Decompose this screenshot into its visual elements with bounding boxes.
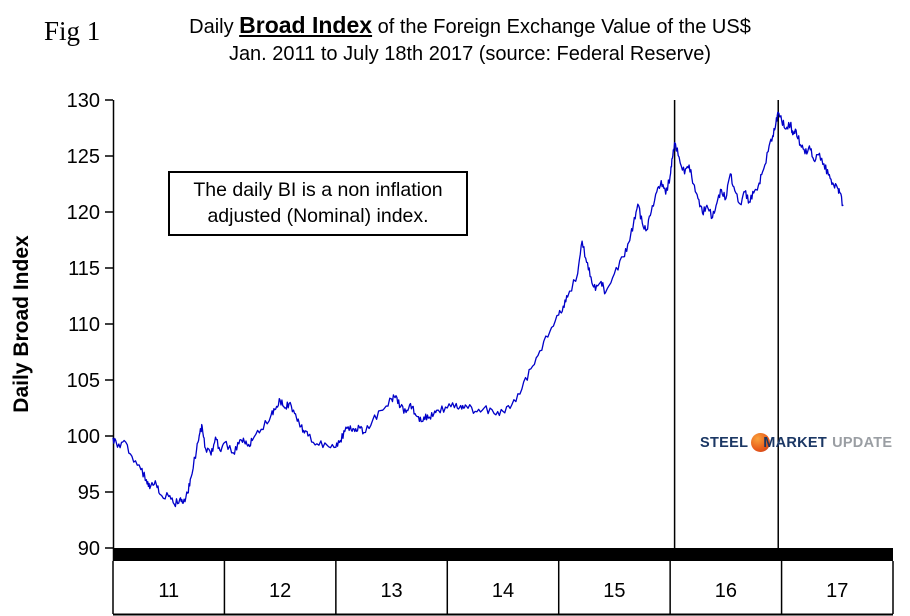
y-tick-label: 105: [67, 370, 100, 392]
y-tick-label: 90: [78, 538, 100, 560]
x-axis-bar: [113, 548, 893, 561]
x-tick-label: 14: [492, 580, 514, 602]
y-tick-label: 95: [78, 482, 100, 504]
y-tick-label: 110: [68, 314, 100, 336]
y-tick-label: 100: [67, 426, 100, 448]
chart-title-suffix: of the Foreign Exchange Value of the US$: [372, 16, 751, 38]
vertical-marker-lines: [673, 100, 779, 561]
data-line: [112, 111, 844, 508]
y-tick-label: 115: [68, 258, 100, 280]
chart-title-emphasis: Broad Index: [239, 12, 373, 38]
x-tick-label: 12: [269, 580, 291, 602]
steel-market-update-logo: STEEL MARKET UPDATE: [700, 433, 892, 452]
logo-steel-text: STEEL: [700, 434, 749, 451]
y-tick-label: 125: [67, 146, 100, 168]
annotation-line1: The daily BI is a non inflation: [193, 179, 443, 201]
y-axis: 90 95 100 105 110 115 120 125 130: [67, 90, 115, 561]
y-tick-label: 120: [67, 202, 100, 224]
annotation-box: The daily BI is a non inflation adjusted…: [168, 171, 468, 237]
logo-globe-icon: [751, 433, 771, 452]
x-tick-label: 15: [603, 580, 625, 602]
x-tick-label: 11: [158, 580, 179, 602]
chart-subtitle: Jan. 2011 to July 18th 2017 (source: Fed…: [228, 43, 712, 65]
chart-title-prefix: Daily: [189, 16, 240, 38]
x-axis: 11 12 13 14 15 16 17: [112, 561, 894, 616]
x-tick-label: 13: [380, 580, 402, 602]
y-tick-label: 130: [67, 90, 100, 112]
logo-market-text: MARKET: [763, 434, 828, 451]
chart-title-line1: Daily Broad Index of the Foreign Exchang…: [115, 12, 825, 39]
figure-label: Fig 1: [44, 16, 101, 46]
chart-title: Daily Broad Index of the Foreign Exchang…: [115, 12, 825, 66]
annotation-line2: adjusted (Nominal) index.: [207, 204, 429, 227]
x-tick-label: 17: [826, 580, 848, 602]
x-tick-label: 16: [715, 580, 737, 602]
logo-update-text: UPDATE: [832, 434, 893, 451]
